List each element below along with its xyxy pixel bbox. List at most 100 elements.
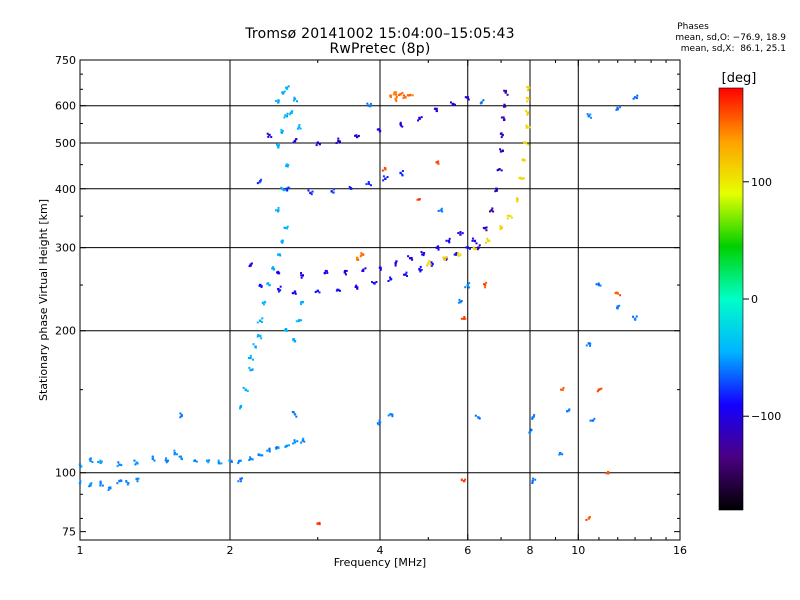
echo-point-scatter — [599, 284, 602, 287]
echo-point-scatter — [277, 210, 280, 213]
echo-point — [520, 177, 523, 180]
echo-point-scatter — [605, 472, 608, 475]
echo-point — [277, 287, 280, 291]
echo-point-scatter — [491, 207, 494, 210]
echo-point-scatter — [165, 461, 168, 464]
echo-point-scatter — [247, 357, 250, 360]
echo-point-scatter — [485, 226, 488, 229]
echo-point-scatter — [437, 162, 440, 165]
echo-point — [293, 441, 297, 444]
echo-point-scatter — [495, 189, 498, 192]
echo-point-scatter — [468, 286, 471, 289]
echo-point-scatter — [278, 253, 281, 256]
echo-point-scatter — [179, 412, 182, 415]
echo-point-scatter — [441, 210, 444, 213]
echo-point-scatter — [426, 264, 429, 267]
echo-point-scatter — [242, 386, 245, 389]
echo-point-scatter — [291, 110, 294, 113]
echo-point-scatter — [534, 478, 537, 481]
echo-point-scatter — [416, 198, 419, 201]
echo-point-scatter — [324, 269, 327, 272]
echo-point-scatter — [248, 265, 251, 268]
echo-point-scatter — [295, 320, 298, 323]
echo-point-scatter — [420, 268, 423, 271]
echo-point-scatter — [256, 335, 259, 338]
echo-point-scatter — [381, 169, 384, 172]
echo-point — [462, 317, 466, 320]
echo-point — [78, 482, 82, 485]
echo-point-scatter — [261, 454, 264, 457]
echo-point-scatter — [137, 477, 140, 480]
echo-point-scatter — [326, 271, 329, 274]
echo-point-scatter — [295, 415, 298, 418]
echo-point-scatter — [503, 103, 506, 106]
echo-point-scatter — [521, 159, 524, 162]
echo-point-scatter — [239, 406, 242, 409]
echo-point-scatter — [477, 246, 480, 249]
echo-point-scatter — [220, 462, 223, 465]
echo-point-scatter — [614, 292, 617, 295]
echo-point-scatter — [503, 118, 506, 121]
echo-point — [285, 226, 288, 230]
echo-point-scatter — [357, 258, 360, 261]
echo-point-scatter — [279, 254, 282, 257]
echo-point-scatter — [284, 114, 287, 117]
echo-point-scatter — [395, 93, 398, 96]
echo-point-scatter — [379, 266, 382, 269]
echo-point-scatter — [586, 113, 589, 116]
echo-point-scatter — [303, 440, 306, 443]
echo-point-scatter — [527, 86, 530, 89]
echo-point-scatter — [501, 149, 504, 152]
echo-point-scatter — [79, 480, 82, 483]
y-tick-label: 400 — [55, 183, 76, 196]
phase-stats: Phases mean, sd,O: −76.9, 18.9 mean, sd,… — [600, 22, 786, 55]
echo-point-scatter — [258, 284, 261, 287]
colorbar-ticks: 100 0 −100 — [743, 176, 781, 423]
echo-point-scatter — [336, 288, 339, 291]
echo-point-scatter — [585, 344, 588, 347]
echo-point-scatter — [270, 136, 273, 139]
echo-point-scatter — [472, 247, 475, 250]
x-tick-label: 8 — [527, 544, 534, 557]
x-axis-label: Frequency [MHz] — [334, 556, 426, 569]
echo-point-scatter — [135, 477, 138, 480]
echo-point-scatter — [258, 181, 261, 184]
echo-point — [591, 419, 595, 422]
echo-point-scatter — [292, 442, 295, 445]
echo-point-scatter — [316, 290, 319, 293]
echo-point-scatter — [478, 244, 481, 247]
echo-point — [281, 91, 284, 94]
echo-point — [466, 283, 469, 287]
echo-point — [459, 253, 462, 256]
echo-point-scatter — [397, 94, 400, 97]
echo-point-scatter — [286, 165, 289, 168]
echo-point-scatter — [91, 461, 94, 464]
echo-point-scatter — [460, 300, 463, 303]
echo-point-scatter — [279, 285, 282, 288]
echo-point-scatter — [256, 182, 259, 185]
echo-point-scatter — [395, 98, 398, 101]
echo-point-scatter — [281, 239, 284, 242]
echo-point — [597, 283, 601, 287]
echo-point — [404, 96, 407, 99]
echo-point-scatter — [395, 260, 398, 263]
echo-point-scatter — [318, 143, 321, 146]
echo-point-scatter — [528, 431, 531, 434]
echo-point-scatter — [500, 132, 503, 135]
echo-point-scatter — [249, 456, 252, 459]
echo-point — [498, 168, 501, 171]
echo-point-scatter — [560, 388, 563, 391]
echo-point-scatter — [286, 112, 289, 115]
echo-point-scatter — [282, 189, 285, 192]
echo-point-scatter — [293, 439, 296, 442]
echo-point-scatter — [120, 464, 123, 467]
echo-point-scatter — [307, 189, 310, 192]
echo-point-scatter — [286, 88, 289, 91]
echo-point-scatter — [318, 291, 321, 294]
echo-point — [633, 96, 637, 99]
echo-point — [504, 91, 507, 94]
echo-point-scatter — [506, 217, 509, 220]
echo-point-scatter — [287, 85, 290, 88]
echo-point — [259, 453, 262, 457]
echo-point-scatter — [318, 521, 321, 524]
